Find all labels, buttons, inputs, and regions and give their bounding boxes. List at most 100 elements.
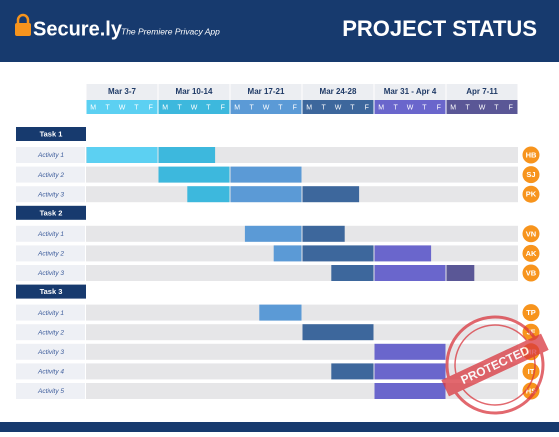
day-label: W (407, 104, 414, 111)
day-label: W (119, 104, 126, 111)
day-label: F (293, 104, 297, 111)
day-row (446, 100, 518, 114)
activity-label-bg (16, 265, 85, 281)
activity-bar (158, 147, 216, 163)
activity-bar (230, 186, 302, 203)
initials-badge (522, 382, 540, 400)
task-label-bg (16, 284, 86, 299)
row-bg (86, 166, 518, 183)
task-label: Task 3 (40, 287, 63, 296)
lock-icon (15, 13, 31, 36)
initials: VN (526, 229, 536, 238)
day-label: T (134, 104, 139, 111)
activity-bar (302, 225, 345, 242)
day-label: W (335, 104, 342, 111)
row-bg (86, 225, 518, 242)
initials-badge (522, 304, 540, 322)
activity-bar (374, 363, 446, 380)
day-label: F (365, 104, 369, 111)
activity-label-bg (16, 166, 85, 183)
week-label: Mar 24-28 (320, 87, 357, 96)
footer-bar (0, 422, 559, 432)
brand: Secure.ly (33, 18, 123, 40)
day-row (158, 100, 230, 114)
activity-bar (302, 324, 374, 341)
day-label: F (437, 104, 441, 111)
day-label: T (321, 104, 326, 111)
activity-bar (302, 245, 374, 262)
activity-bar (273, 245, 302, 262)
activity-label-bg (16, 343, 85, 360)
activity-label: Activity 3 (37, 270, 64, 277)
tagline: The Premiere Privacy App (121, 26, 220, 36)
day-label: M (450, 104, 456, 111)
week-label: Mar 10-14 (176, 87, 213, 96)
day-label: W (479, 104, 486, 111)
week-header (230, 84, 302, 100)
activity-label: Activity 3 (37, 349, 64, 356)
day-label: F (221, 104, 225, 111)
week-label: Mar 3-7 (108, 87, 137, 96)
initials: HS (526, 386, 536, 395)
activity-label: Activity 1 (37, 231, 64, 238)
task-label-bg (16, 127, 86, 141)
row-bg (86, 304, 518, 321)
day-label: T (105, 104, 110, 111)
activity-label-bg (16, 363, 85, 380)
week-header (86, 84, 158, 100)
activity-label: Activity 2 (37, 251, 64, 258)
day-label: T (350, 104, 355, 111)
task-label-bg (16, 205, 86, 220)
day-label: M (234, 104, 240, 111)
day-label: T (494, 104, 499, 111)
row-bg (86, 245, 518, 262)
stamp-band (441, 333, 549, 397)
activity-label-bg (16, 324, 85, 341)
activity-label: Activity 2 (37, 172, 64, 179)
day-row (302, 100, 374, 114)
initials-badge (522, 146, 540, 164)
day-label: W (191, 104, 198, 111)
initials: TP (526, 308, 536, 317)
week-header (158, 84, 230, 100)
task-label: Task 1 (40, 129, 63, 138)
activity-bar (374, 245, 432, 262)
activity-bar (158, 166, 230, 183)
task-label: Task 2 (40, 208, 63, 217)
day-label: T (393, 104, 398, 111)
day-row (230, 100, 302, 114)
activity-label-bg (16, 225, 85, 242)
activity-label: Activity 4 (37, 369, 64, 376)
initials: AK (526, 249, 537, 258)
activity-label: Activity 1 (37, 152, 64, 159)
page-title: PROJECT STATUS (342, 16, 537, 41)
week-label: Apr 7-11 (466, 87, 498, 96)
row-bg (86, 343, 518, 360)
initials: HB (526, 150, 537, 159)
initials-badge (522, 185, 540, 203)
activity-bar (244, 225, 302, 242)
initials: SJ (526, 170, 535, 179)
day-row (374, 100, 446, 114)
activity-bar (259, 304, 302, 321)
initials-badge (522, 225, 540, 243)
day-label: F (509, 104, 513, 111)
week-label: Mar 17-21 (248, 87, 285, 96)
day-label: W (263, 104, 270, 111)
activity-label: Activity 5 (37, 388, 64, 395)
initials: IT (528, 367, 535, 376)
day-row (86, 100, 158, 114)
activity-bar (187, 186, 230, 203)
week-header (302, 84, 374, 100)
week-header (446, 84, 518, 100)
day-label: T (177, 104, 182, 111)
day-label: M (378, 104, 384, 111)
initials-badge (522, 264, 540, 282)
day-label: M (306, 104, 312, 111)
activity-bar (374, 265, 446, 281)
week-header (374, 84, 446, 100)
row-bg (86, 324, 518, 341)
initials: VB (526, 268, 537, 277)
initials-badge (522, 166, 540, 184)
